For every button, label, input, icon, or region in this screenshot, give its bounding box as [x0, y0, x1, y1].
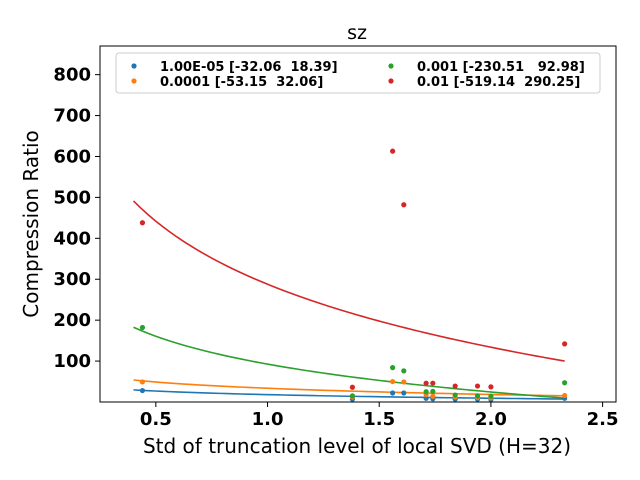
legend: 1.00E-05 [-32.06 18.39]0.0001 [-53.15 32… [115, 52, 601, 94]
plot-area [132, 148, 568, 403]
legend-label: 1.00E-05 [-32.06 18.39] [160, 60, 338, 75]
data-point-series-4-4 [401, 202, 407, 208]
data-point-series-4-3 [390, 148, 396, 154]
data-point-series-1-3 [390, 390, 396, 396]
data-point-series-4-2 [349, 384, 356, 390]
data-point-series-3-9 [488, 393, 494, 399]
legend-marker [388, 63, 394, 69]
x-tick-label: 2.0 [475, 409, 507, 430]
data-point-series-3-2 [349, 393, 356, 399]
data-point-series-4-1 [139, 220, 146, 226]
data-point-series-4-9 [488, 384, 494, 390]
data-point-series-3-6 [430, 388, 436, 394]
x-tick-label: 2.5 [587, 409, 619, 430]
legend-marker [131, 78, 137, 84]
data-point-series-1-4 [401, 390, 407, 396]
data-point-series-2-6 [430, 393, 436, 399]
data-point-series-3-1 [139, 324, 146, 331]
data-point-series-3-3 [390, 365, 396, 371]
data-point-series-2-1 [139, 379, 146, 385]
data-point-series-2-3 [390, 378, 396, 385]
legend-marker [388, 78, 394, 84]
data-point-series-3-8 [474, 393, 481, 399]
data-point-series-2-10 [562, 392, 568, 399]
legend-label: 0.0001 [-53.15 32.06] [160, 75, 323, 90]
data-point-series-3-10 [562, 380, 568, 386]
legend-label: 0.001 [-230.51 92.98] [417, 60, 585, 75]
fit-line-series-4 [132, 200, 565, 362]
y-tick-label: 300 [53, 269, 91, 290]
data-point-series-4-8 [474, 383, 481, 389]
data-point-series-3-7 [452, 392, 458, 398]
x-tick-label: 0.5 [140, 409, 172, 430]
data-point-series-1-5 [423, 395, 429, 401]
y-tick-label: 500 [53, 187, 91, 208]
data-point-series-3-4 [401, 368, 407, 374]
y-tick-label: 800 [53, 65, 91, 86]
data-point-series-1-1 [139, 387, 146, 394]
data-point-series-4-5 [423, 380, 429, 386]
data-point-series-4-10 [562, 341, 568, 347]
x-tick-label: 1.0 [252, 409, 284, 430]
legend-marker [131, 63, 137, 69]
data-point-series-4-6 [430, 380, 436, 386]
legend-frame [115, 52, 601, 94]
data-point-series-2-4 [401, 379, 407, 385]
y-axis-ticks: 100 200 300 400 500 600 700 800 [53, 65, 100, 372]
x-tick-label: 1.5 [363, 409, 395, 430]
fit-line-series-3 [133, 326, 565, 399]
y-tick-label: 600 [53, 146, 91, 167]
axes-frame [99, 45, 617, 403]
x-axis-ticks: 0.5 1.0 1.5 2.0 2.5 [140, 402, 619, 430]
legend-label: 0.01 [-519.14 290.25] [417, 75, 580, 90]
data-point-series-4-7 [452, 383, 458, 389]
y-tick-label: 700 [53, 106, 91, 127]
x-axis-label: Std of truncation level of local SVD (H=… [143, 434, 571, 458]
y-tick-label: 400 [53, 228, 91, 249]
y-axis-label: Compression Ratio [19, 130, 43, 317]
data-point-series-3-5 [423, 389, 429, 395]
y-tick-label: 100 [53, 351, 91, 372]
chart-title: sz [347, 22, 367, 44]
y-tick-label: 200 [53, 310, 91, 331]
